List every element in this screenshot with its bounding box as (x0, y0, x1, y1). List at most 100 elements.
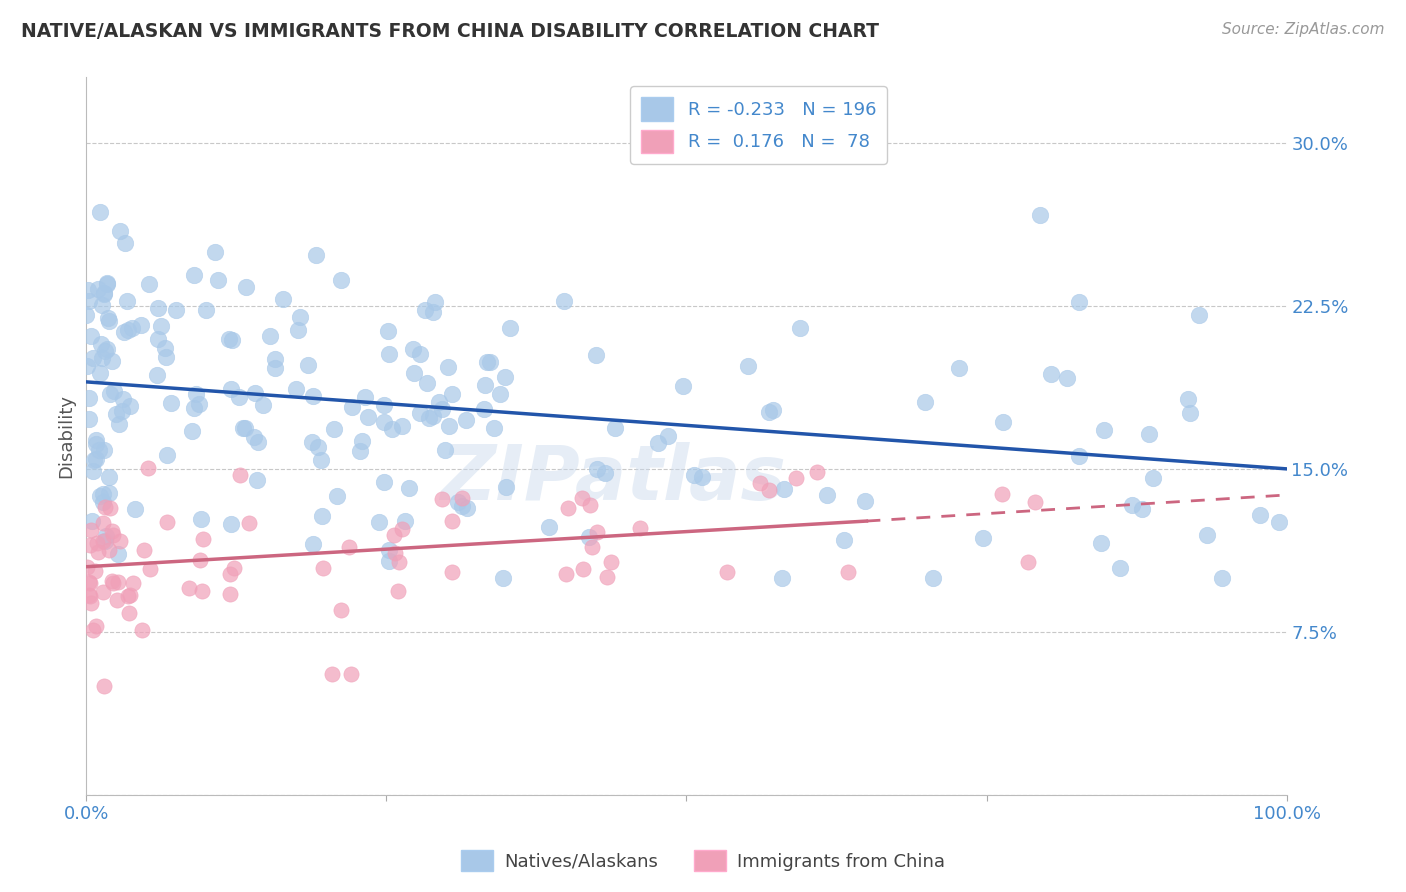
Point (138, 562, 160, 576)
Point (323, 421, 346, 435)
Point (1211, 571, 1233, 585)
Point (79, 329, 101, 343)
Point (97, 543, 120, 558)
Point (183, 401, 205, 416)
Point (101, 524, 124, 538)
Point (160, 396, 183, 410)
Point (571, 491, 593, 505)
Point (246, 473, 269, 487)
Point (309, 453, 332, 467)
Point (991, 486, 1014, 500)
Point (146, 368, 169, 382)
Point (91, 533, 114, 548)
Point (329, 603, 352, 617)
Point (79, 596, 101, 610)
Point (287, 323, 309, 337)
Point (264, 361, 287, 376)
Point (758, 405, 780, 419)
Point (430, 402, 453, 417)
Point (325, 489, 347, 503)
Point (75, 308, 97, 322)
Point (82, 351, 104, 365)
Point (218, 333, 240, 347)
Point (603, 421, 626, 435)
Point (423, 294, 446, 309)
Point (284, 382, 307, 396)
Point (155, 448, 177, 462)
Point (232, 421, 254, 435)
Point (450, 499, 472, 513)
Text: NATIVE/ALASKAN VS IMMIGRANTS FROM CHINA DISABILITY CORRELATION CHART: NATIVE/ALASKAN VS IMMIGRANTS FROM CHINA … (21, 22, 879, 41)
Point (378, 347, 401, 361)
Point (82, 624, 104, 638)
Point (302, 537, 325, 551)
Point (1177, 392, 1199, 406)
Point (100, 574, 122, 589)
Point (388, 555, 411, 569)
Point (121, 575, 143, 590)
Point (86, 433, 108, 447)
Point (391, 522, 413, 536)
Point (553, 294, 575, 309)
Point (440, 514, 463, 528)
Point (1024, 494, 1046, 508)
Point (82, 464, 104, 478)
Point (475, 355, 498, 369)
Point (758, 483, 780, 498)
Point (482, 420, 505, 434)
Point (77, 589, 100, 603)
Point (259, 328, 281, 343)
Point (98, 387, 121, 401)
Point (770, 571, 793, 585)
Point (90, 336, 112, 351)
Point (1090, 536, 1112, 550)
Point (86, 536, 108, 550)
Point (100, 501, 122, 516)
Point (402, 342, 425, 356)
Point (77, 391, 100, 405)
Point (440, 386, 463, 401)
Point (243, 430, 266, 444)
Point (378, 543, 401, 558)
Point (188, 397, 211, 411)
Point (112, 325, 135, 339)
Point (773, 482, 796, 496)
Point (138, 277, 160, 291)
Point (204, 245, 226, 260)
Point (474, 402, 496, 417)
Point (191, 532, 214, 546)
Point (103, 576, 125, 591)
Point (357, 409, 380, 424)
Point (264, 352, 287, 367)
Point (79, 538, 101, 552)
Text: ZIPatlas: ZIPatlas (441, 442, 787, 516)
Point (456, 501, 478, 516)
Point (124, 502, 146, 516)
Point (748, 476, 770, 491)
Point (1017, 555, 1039, 569)
Point (682, 467, 704, 482)
Point (381, 422, 404, 436)
Point (1130, 501, 1153, 516)
Point (921, 571, 943, 585)
Point (394, 514, 416, 528)
Point (441, 565, 464, 579)
Point (93, 534, 115, 549)
Point (488, 386, 510, 401)
Point (79, 589, 101, 603)
Point (1178, 406, 1201, 420)
Point (117, 589, 139, 603)
Point (148, 332, 170, 346)
Point (190, 512, 212, 526)
Point (554, 567, 576, 582)
Point (94, 344, 117, 359)
Point (238, 516, 260, 530)
Point (273, 293, 295, 307)
Point (93, 443, 115, 458)
Point (93, 679, 115, 693)
Point (80, 523, 103, 537)
Point (155, 342, 177, 356)
Point (86, 282, 108, 296)
Point (305, 248, 328, 262)
Point (96, 343, 118, 357)
